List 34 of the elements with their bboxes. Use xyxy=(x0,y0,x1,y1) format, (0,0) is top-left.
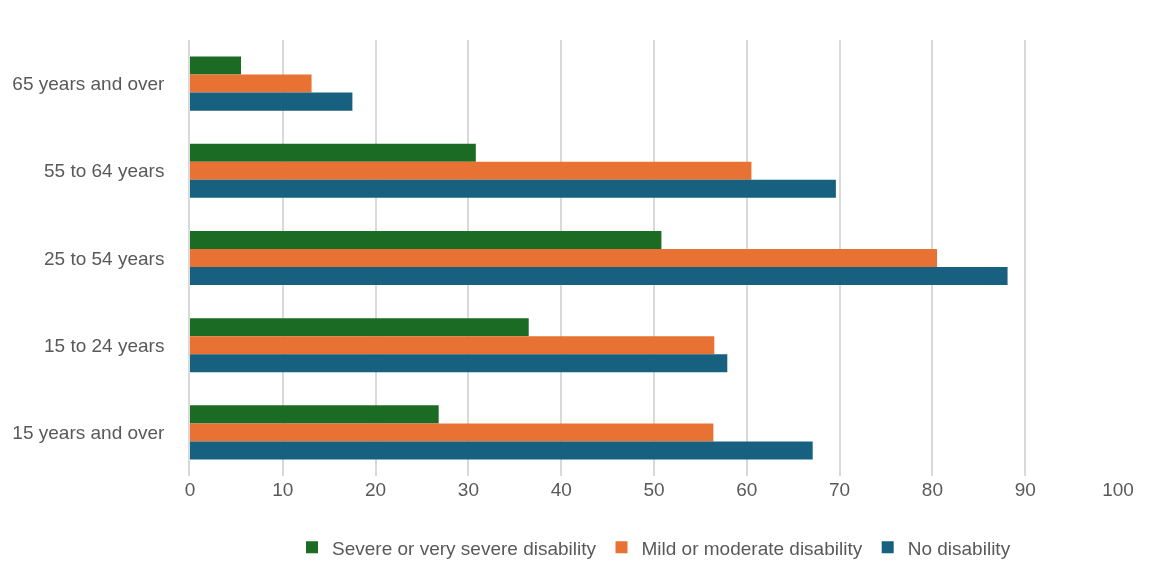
bar xyxy=(190,441,813,460)
bar xyxy=(190,179,836,198)
legend-label: Mild or moderate disability xyxy=(641,537,863,559)
x-tick-label: 0 xyxy=(184,479,196,500)
bar xyxy=(190,336,715,355)
x-tick-label: 50 xyxy=(643,479,665,500)
bar xyxy=(190,318,529,337)
bar xyxy=(190,56,242,75)
bar xyxy=(190,405,439,424)
legend-label: No disability xyxy=(907,537,1011,559)
bar xyxy=(190,248,938,268)
legend-label: Severe or very severe disability xyxy=(332,537,597,559)
x-tick-label: 10 xyxy=(272,479,294,500)
bar xyxy=(190,161,752,180)
bar xyxy=(190,423,714,442)
y-tick-label: 65 years and over xyxy=(12,73,166,95)
y-tick-label: 15 to 24 years xyxy=(44,334,165,356)
x-tick-label: 30 xyxy=(457,479,479,500)
x-tick-label: 70 xyxy=(829,479,851,500)
x-tick-label: 80 xyxy=(921,479,943,500)
bar xyxy=(190,143,476,162)
y-tick-label: 15 years and over xyxy=(12,422,166,444)
bar xyxy=(190,74,312,93)
x-tick-label: 90 xyxy=(1014,479,1036,500)
bar xyxy=(190,354,728,373)
y-tick-label: 55 to 64 years xyxy=(44,160,165,182)
x-tick-label: 40 xyxy=(550,479,572,500)
x-tick-label: 60 xyxy=(736,479,758,500)
x-tick-label: 20 xyxy=(365,479,387,500)
bar xyxy=(190,267,1008,286)
bar xyxy=(190,92,353,111)
y-tick-label: 25 to 54 years xyxy=(44,247,165,269)
x-tick-label: 100 xyxy=(1102,479,1134,500)
bar xyxy=(190,230,662,249)
